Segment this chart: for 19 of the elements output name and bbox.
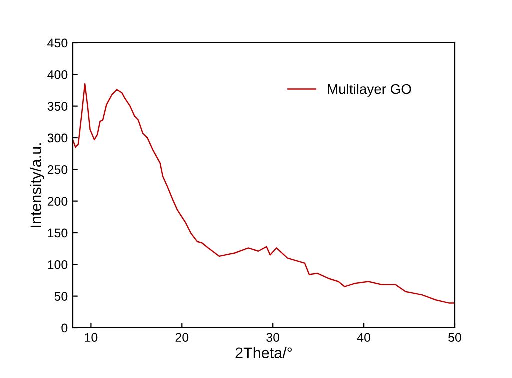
line-series [73, 84, 455, 304]
y-tick-label: 100 [48, 260, 68, 270]
y-tick-label: 400 [48, 70, 68, 80]
y-tick-label: 150 [48, 228, 68, 238]
y-tick-label: 300 [48, 134, 68, 143]
y-tick-label: 50 [54, 292, 68, 301]
x-tick-label: 10 [85, 333, 98, 342]
x-tick-label: 30 [266, 333, 280, 342]
x-tick-label: 20 [176, 333, 189, 342]
x-axis-title: 2Theta/° [236, 347, 292, 359]
legend-label: Multilayer GO [328, 84, 412, 97]
y-axis-title: Intensity/a.u. [30, 144, 45, 228]
x-tick-label: 50 [448, 333, 462, 342]
y-tick-label: 200 [48, 197, 68, 206]
y-tick-label: 0 [62, 324, 68, 333]
y-tick-label: 350 [48, 102, 68, 111]
y-tick-label: 450 [48, 38, 68, 48]
y-tick-label: 250 [48, 165, 68, 174]
x-tick-label: 40 [357, 333, 371, 342]
